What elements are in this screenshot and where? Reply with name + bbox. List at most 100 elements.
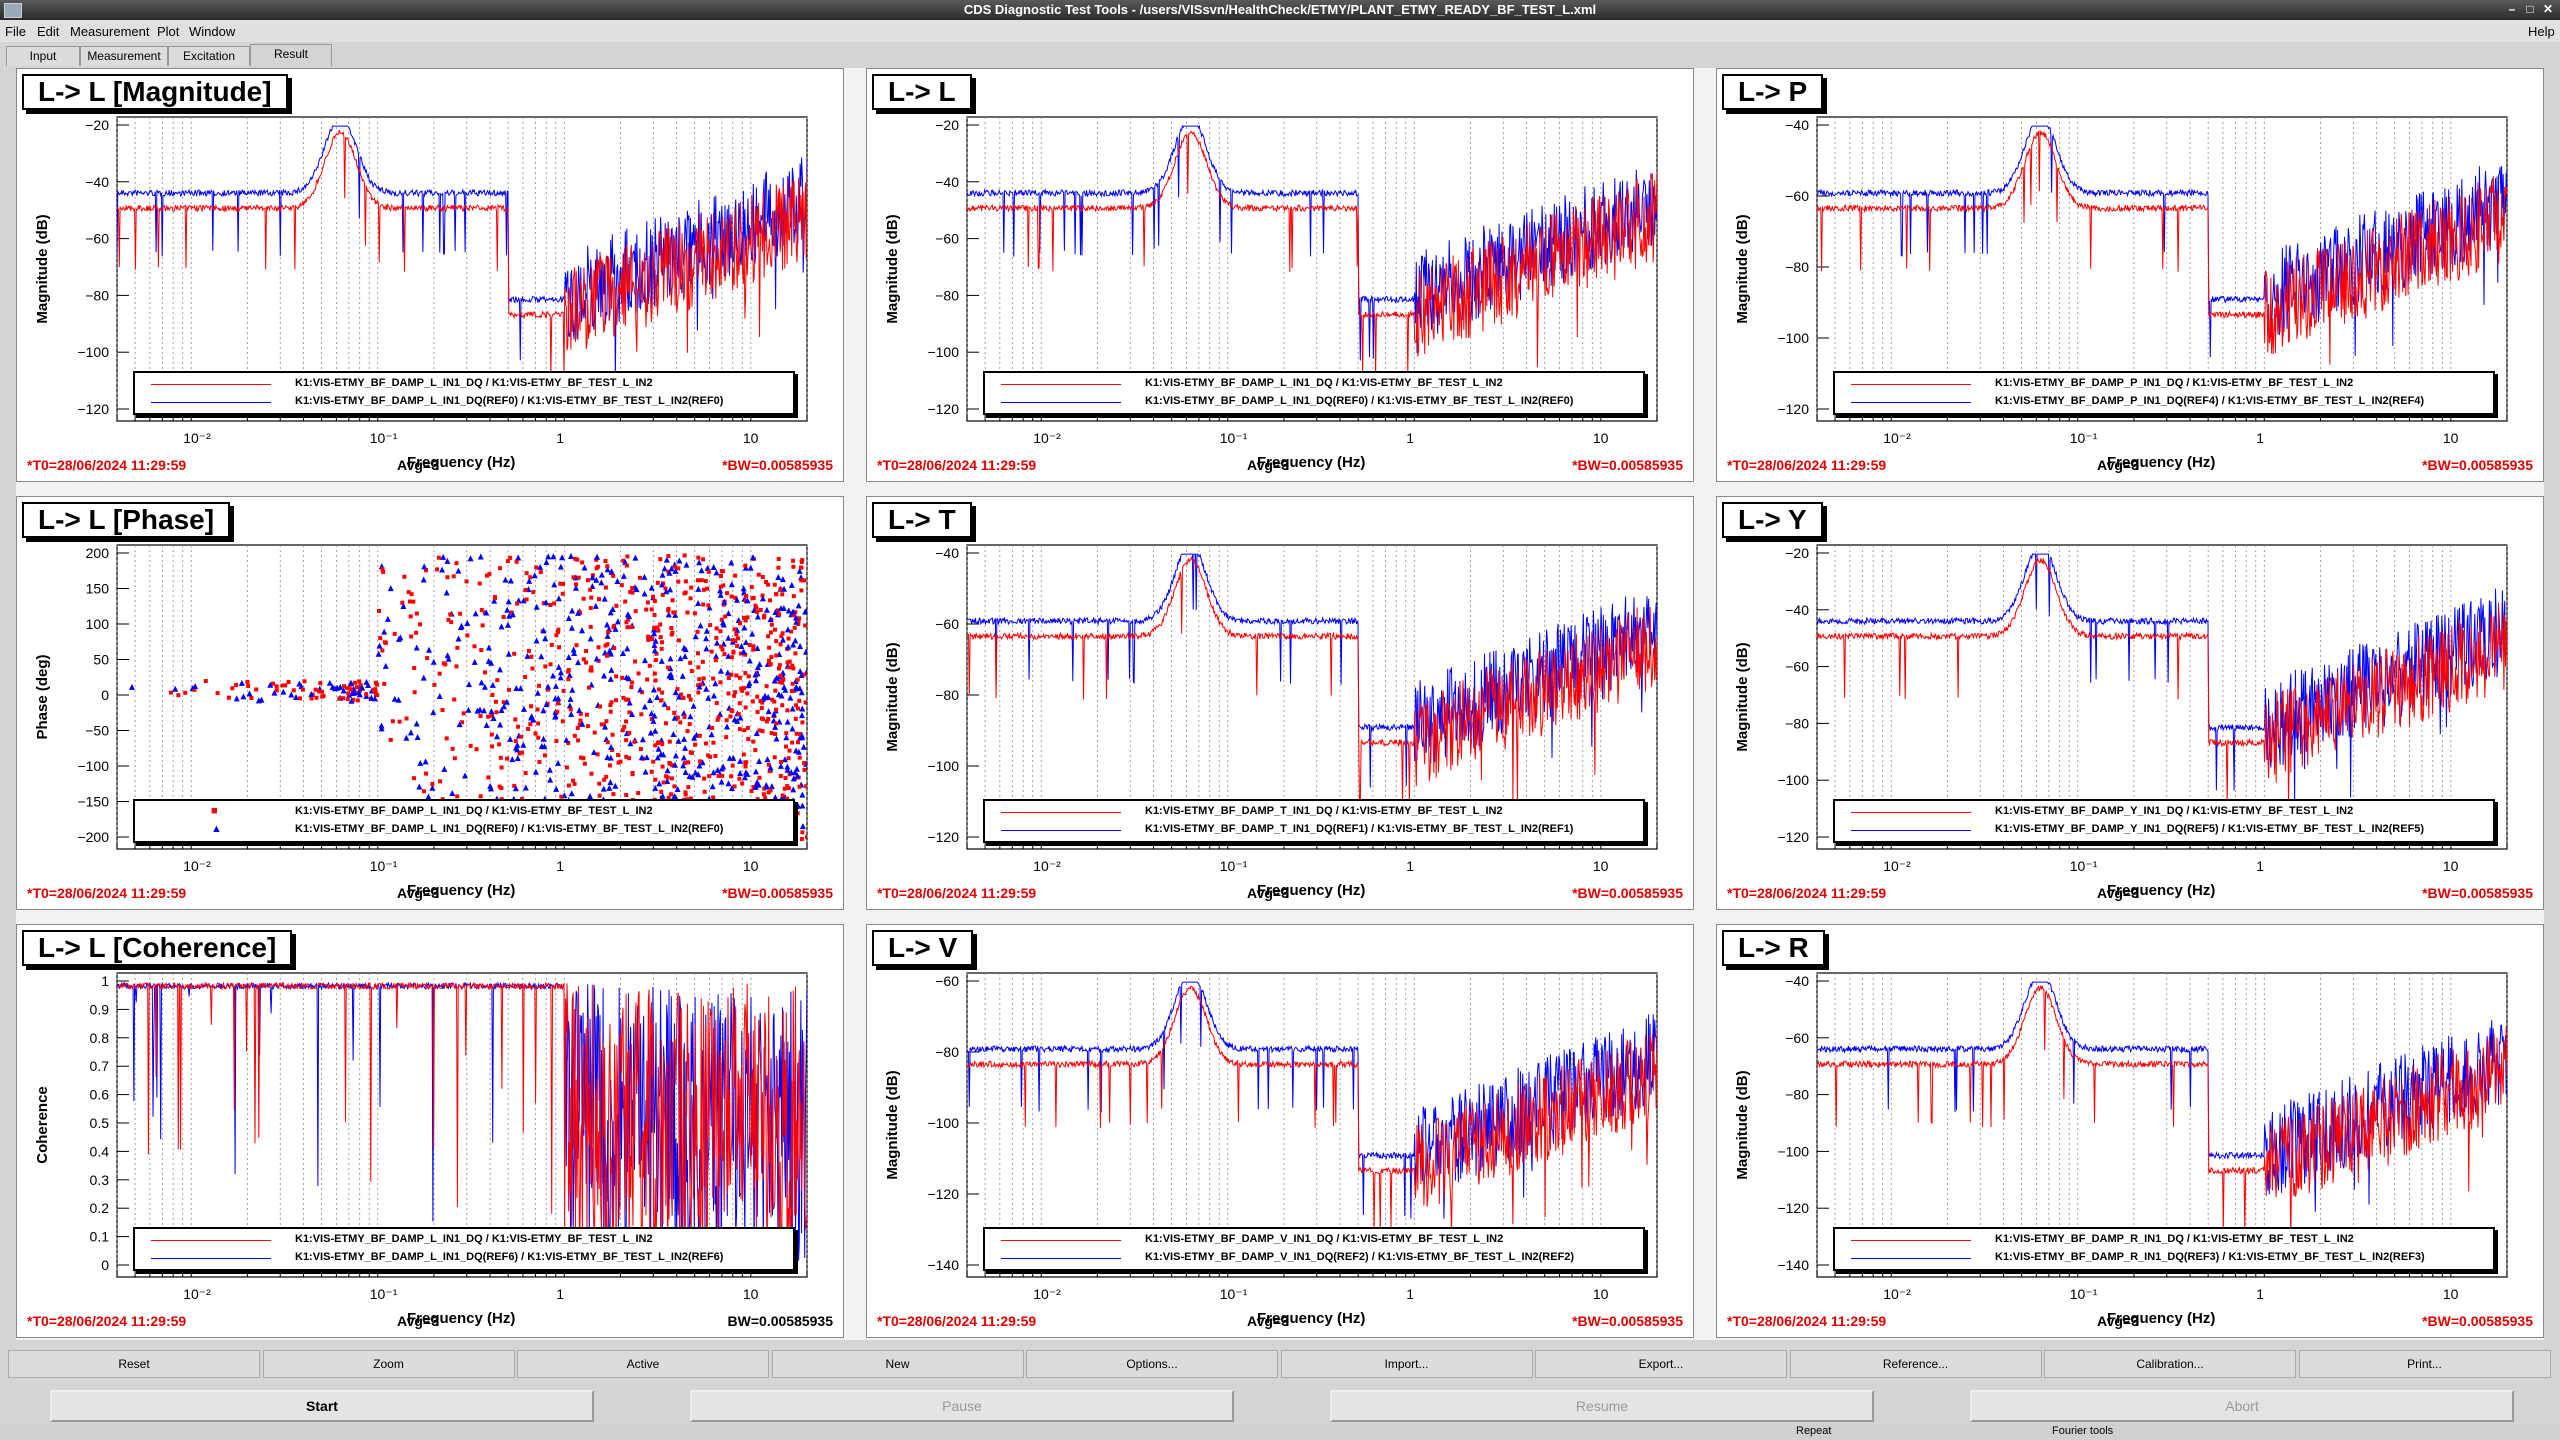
phase-point-current bbox=[655, 625, 660, 630]
phase-point-current bbox=[774, 639, 779, 644]
print-button[interactable]: Print... bbox=[2298, 1350, 2551, 1378]
plot-panel[interactable]: 10⁻² 10⁻¹ 1 10 Frequency (Hz) −20 −40 −60 −80 −10… bbox=[1716, 496, 2544, 910]
phase-point-current bbox=[762, 613, 767, 618]
phase-point-reference bbox=[723, 723, 730, 730]
phase-point-current bbox=[650, 636, 655, 641]
phase-point-current bbox=[764, 719, 769, 724]
tab-result[interactable]: Result bbox=[250, 44, 332, 66]
plot-panel[interactable]: 10⁻² 10⁻¹ 1 10 Frequency (Hz) −40 −60 −80 −100 −1… bbox=[1716, 68, 2544, 482]
phase-point-reference bbox=[480, 707, 487, 714]
plot-graph[interactable]: 10⁻² 10⁻¹ 1 10 Frequency (Hz) −60 −80 −100 −120 −… bbox=[867, 925, 1693, 1337]
phase-point-current bbox=[513, 717, 518, 722]
plot-panel[interactable]: 10⁻² 10⁻¹ 1 10 Frequency (Hz) −20 −40 −60 −80 −10… bbox=[866, 68, 1694, 482]
y-tick-label: −120 bbox=[927, 401, 959, 417]
start-time-label: *T0=28/06/2024 11:29:59 bbox=[1727, 1313, 1887, 1329]
phase-point-reference bbox=[663, 556, 670, 563]
export-button[interactable]: Export... bbox=[1535, 1350, 1787, 1378]
phase-point-current bbox=[424, 568, 429, 573]
reset-button[interactable]: Reset bbox=[8, 1350, 260, 1378]
phase-point-current bbox=[495, 678, 500, 683]
phase-point-current bbox=[661, 780, 666, 785]
phase-point-current bbox=[774, 592, 779, 597]
phase-point-current bbox=[633, 609, 638, 614]
phase-point-reference bbox=[540, 735, 547, 742]
start-button[interactable]: Start bbox=[50, 1390, 594, 1422]
zoom-button[interactable]: Zoom bbox=[262, 1350, 515, 1378]
phase-point-current bbox=[345, 697, 350, 702]
active-button[interactable]: Active bbox=[517, 1350, 769, 1378]
new-button[interactable]: New bbox=[771, 1350, 1024, 1378]
phase-point-current bbox=[624, 754, 629, 759]
phase-point-current bbox=[489, 732, 494, 737]
plot-graph[interactable]: 10⁻² 10⁻¹ 1 10 Frequency (Hz) −40 −60 −80 −100 −1… bbox=[1717, 925, 2543, 1337]
phase-point-reference bbox=[578, 627, 585, 634]
start-time-label: *T0=28/06/2024 11:29:59 bbox=[877, 457, 1037, 473]
phase-point-current bbox=[793, 651, 798, 656]
phase-point-reference bbox=[607, 675, 614, 682]
tab-input[interactable]: Input bbox=[6, 46, 80, 66]
menu-help[interactable]: Help bbox=[2528, 24, 2555, 39]
phase-point-reference bbox=[421, 563, 428, 570]
resume-button[interactable]: Resume bbox=[1330, 1390, 1874, 1422]
abort-button[interactable]: Abort bbox=[1970, 1390, 2514, 1422]
phase-point-reference bbox=[589, 574, 596, 581]
plot-graph[interactable]: 10⁻² 10⁻¹ 1 10 Frequency (Hz) −20 −40 −60 −80 −10… bbox=[867, 69, 1693, 481]
phase-point-reference bbox=[799, 823, 806, 830]
phase-point-current bbox=[407, 599, 412, 604]
phase-point-reference bbox=[477, 553, 484, 560]
plot-panel[interactable]: 10⁻² 10⁻¹ 1 10 Frequency (Hz) −40 −60 −80 −100 −1… bbox=[1716, 924, 2544, 1338]
legend-label: K1:VIS-ETMY_BF_DAMP_V_IN1_DQ(REF2) / K1:… bbox=[1145, 1251, 1575, 1263]
x-tick-label: 10 bbox=[2443, 1286, 2459, 1302]
plot-panel[interactable]: 10⁻² 10⁻¹ 1 10 Frequency (Hz) −20 −40 −60 −80 −10… bbox=[16, 68, 844, 482]
phase-point-reference bbox=[777, 762, 784, 769]
bandwidth-label: *BW=0.00585935 bbox=[2422, 1313, 2533, 1329]
options-button[interactable]: Options... bbox=[1026, 1350, 1278, 1378]
reference-button[interactable]: Reference... bbox=[1789, 1350, 2042, 1378]
phase-point-reference bbox=[555, 663, 562, 670]
phase-point-reference bbox=[753, 677, 760, 684]
phase-point-reference bbox=[594, 553, 601, 560]
plot-graph[interactable]: 10⁻² 10⁻¹ 1 10 Frequency (Hz) 200 150 100 50 0 −50… bbox=[17, 497, 843, 909]
menu-measurement[interactable]: Measurement bbox=[70, 24, 150, 39]
tab-excitation[interactable]: Excitation bbox=[168, 46, 250, 66]
y-tick-label: 100 bbox=[86, 616, 110, 632]
y-tick-label: −100 bbox=[927, 1115, 959, 1131]
phase-point-current bbox=[585, 578, 590, 583]
menu-plot[interactable]: Plot bbox=[157, 24, 180, 39]
phase-point-current bbox=[414, 630, 419, 635]
phase-point-current bbox=[499, 765, 504, 770]
phase-point-current bbox=[452, 697, 457, 702]
plot-panel[interactable]: 10⁻² 10⁻¹ 1 10 Frequency (Hz) −60 −80 −100 −120 −… bbox=[866, 924, 1694, 1338]
plot-panel[interactable]: 10⁻² 10⁻¹ 1 10 Frequency (Hz) 1 0.9 0.8 0.7 0.6 0.… bbox=[16, 924, 844, 1338]
phase-point-current bbox=[300, 687, 305, 692]
phase-point-reference bbox=[413, 720, 420, 727]
phase-point-current bbox=[478, 714, 483, 719]
phase-point-current bbox=[619, 583, 624, 588]
plot-panel[interactable]: 10⁻² 10⁻¹ 1 10 Frequency (Hz) −40 −60 −80 −100 −1… bbox=[866, 496, 1694, 910]
phase-point-reference bbox=[784, 626, 791, 633]
phase-point-current bbox=[377, 608, 382, 613]
menu-file[interactable]: File bbox=[5, 24, 26, 39]
plot-graph[interactable]: 10⁻² 10⁻¹ 1 10 Frequency (Hz) −40 −60 −80 −100 −1… bbox=[867, 497, 1693, 909]
tab-measurement[interactable]: Measurement bbox=[80, 46, 168, 66]
phase-point-reference bbox=[689, 773, 696, 780]
plot-graph[interactable]: 10⁻² 10⁻¹ 1 10 Frequency (Hz) −20 −40 −60 −80 −10… bbox=[1717, 497, 2543, 909]
phase-point-current bbox=[786, 786, 791, 791]
plot-graph[interactable]: 10⁻² 10⁻¹ 1 10 Frequency (Hz) 1 0.9 0.8 0.7 0.6 0.… bbox=[17, 925, 843, 1337]
menu-window[interactable]: Window bbox=[189, 24, 236, 39]
pause-button[interactable]: Pause bbox=[690, 1390, 1234, 1422]
phase-point-reference bbox=[648, 584, 655, 591]
plot-button-row: Reset Zoom Active New Options... Import... Exp… bbox=[0, 1350, 2560, 1378]
phase-point-current bbox=[566, 783, 571, 788]
minimize-icon[interactable]: – bbox=[2508, 2, 2516, 16]
plot-graph[interactable]: 10⁻² 10⁻¹ 1 10 Frequency (Hz) −20 −40 −60 −80 −10… bbox=[17, 69, 843, 481]
plot-graph[interactable]: 10⁻² 10⁻¹ 1 10 Frequency (Hz) −40 −60 −80 −100 −1… bbox=[1717, 69, 2543, 481]
menu-edit[interactable]: Edit bbox=[37, 24, 60, 39]
phase-point-current bbox=[737, 701, 742, 706]
phase-point-reference bbox=[572, 584, 579, 591]
maximize-icon[interactable]: □ bbox=[2526, 2, 2534, 16]
plot-panel[interactable]: 10⁻² 10⁻¹ 1 10 Frequency (Hz) 200 150 100 50 0 −50… bbox=[16, 496, 844, 910]
import-button[interactable]: Import... bbox=[1280, 1350, 1533, 1378]
close-icon[interactable]: ✕ bbox=[2542, 2, 2554, 16]
calibration-button[interactable]: Calibration... bbox=[2044, 1350, 2296, 1378]
